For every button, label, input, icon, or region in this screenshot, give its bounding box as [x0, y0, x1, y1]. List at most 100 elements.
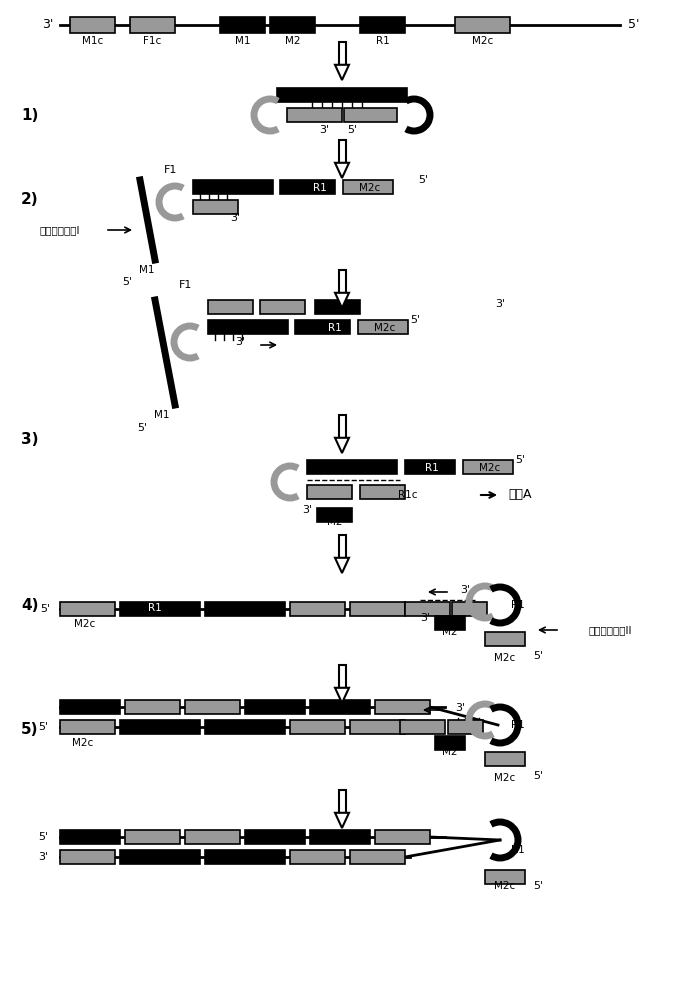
Bar: [290, 720, 345, 734]
Text: M2c: M2c: [374, 323, 395, 333]
Bar: [350, 850, 405, 864]
Bar: [339, 42, 345, 65]
Text: 5': 5': [418, 175, 428, 185]
Text: 5': 5': [122, 277, 132, 287]
Bar: [290, 602, 345, 616]
Text: 5': 5': [628, 18, 640, 31]
Bar: [485, 752, 525, 766]
Bar: [120, 720, 200, 734]
Bar: [208, 320, 288, 334]
Text: 5': 5': [347, 125, 357, 135]
Bar: [205, 720, 285, 734]
Text: R1: R1: [425, 463, 439, 473]
Bar: [60, 602, 115, 616]
Text: R1: R1: [511, 720, 525, 730]
Text: 3': 3': [42, 18, 53, 31]
Bar: [245, 700, 305, 714]
Polygon shape: [335, 65, 349, 80]
Bar: [185, 700, 240, 714]
Bar: [317, 508, 352, 522]
Text: M2: M2: [285, 36, 300, 46]
Text: 3': 3': [495, 299, 505, 309]
Bar: [405, 602, 450, 616]
Text: M1: M1: [155, 410, 170, 420]
Bar: [287, 108, 342, 122]
Bar: [339, 270, 345, 293]
Bar: [344, 108, 397, 122]
Bar: [280, 180, 335, 194]
Bar: [455, 17, 510, 33]
Bar: [463, 460, 513, 474]
Bar: [260, 300, 305, 314]
Bar: [277, 88, 407, 102]
Text: 3': 3': [460, 585, 470, 595]
Bar: [350, 602, 405, 616]
Text: 3': 3': [455, 703, 465, 713]
Text: 5': 5': [515, 455, 525, 465]
Bar: [448, 720, 483, 734]
Bar: [125, 700, 180, 714]
Bar: [208, 300, 253, 314]
Bar: [435, 736, 465, 750]
Bar: [400, 720, 445, 734]
Text: 3': 3': [38, 852, 48, 862]
Text: M1: M1: [235, 36, 250, 46]
Bar: [130, 17, 175, 33]
Text: R1: R1: [328, 323, 342, 333]
Text: R1c: R1c: [398, 490, 418, 500]
Text: M2c: M2c: [73, 738, 94, 748]
Text: M2c: M2c: [495, 881, 516, 891]
Text: 4): 4): [21, 597, 39, 612]
Bar: [452, 602, 487, 616]
Bar: [307, 485, 352, 499]
Text: R1: R1: [376, 36, 389, 46]
Text: M2: M2: [327, 517, 343, 527]
Text: 第一寡核苷酸I: 第一寡核苷酸I: [40, 225, 80, 235]
Bar: [205, 602, 285, 616]
Text: 2): 2): [21, 192, 39, 208]
Text: M1c: M1c: [82, 36, 103, 46]
Polygon shape: [335, 438, 349, 453]
Text: 3': 3': [235, 337, 245, 347]
Text: M2c: M2c: [495, 653, 516, 663]
Text: F1: F1: [179, 280, 193, 290]
Text: F1c: F1c: [144, 36, 161, 46]
Text: M2: M2: [443, 747, 458, 757]
Text: 3': 3': [230, 213, 240, 223]
Text: M1: M1: [140, 265, 155, 275]
Bar: [435, 616, 465, 630]
Bar: [205, 850, 285, 864]
Bar: [60, 830, 120, 844]
Text: 5': 5': [137, 423, 147, 433]
Text: M2c: M2c: [472, 36, 493, 46]
Text: 3': 3': [420, 613, 430, 623]
Bar: [339, 790, 345, 813]
Bar: [485, 632, 525, 646]
Bar: [485, 870, 525, 884]
Bar: [120, 602, 200, 616]
Text: 5': 5': [410, 315, 420, 325]
Bar: [339, 415, 345, 438]
Bar: [193, 180, 273, 194]
Text: 1): 1): [21, 107, 39, 122]
Text: 3': 3': [319, 125, 329, 135]
Bar: [375, 700, 430, 714]
Text: R1: R1: [511, 600, 525, 610]
Text: 5': 5': [40, 604, 50, 614]
Text: R1: R1: [313, 183, 327, 193]
Bar: [185, 830, 240, 844]
Bar: [405, 460, 455, 474]
Text: 第二寡核苷酸II: 第二寡核苷酸II: [588, 625, 632, 635]
Bar: [360, 17, 405, 33]
Text: M2: M2: [443, 627, 458, 637]
Bar: [70, 17, 115, 33]
Text: F1: F1: [164, 165, 178, 175]
Bar: [350, 720, 405, 734]
Text: M2c: M2c: [479, 463, 501, 473]
Bar: [193, 200, 238, 214]
Bar: [315, 300, 360, 314]
Text: 5': 5': [38, 832, 48, 842]
Text: 5': 5': [533, 651, 543, 661]
Text: 5): 5): [21, 722, 39, 738]
Bar: [358, 320, 408, 334]
